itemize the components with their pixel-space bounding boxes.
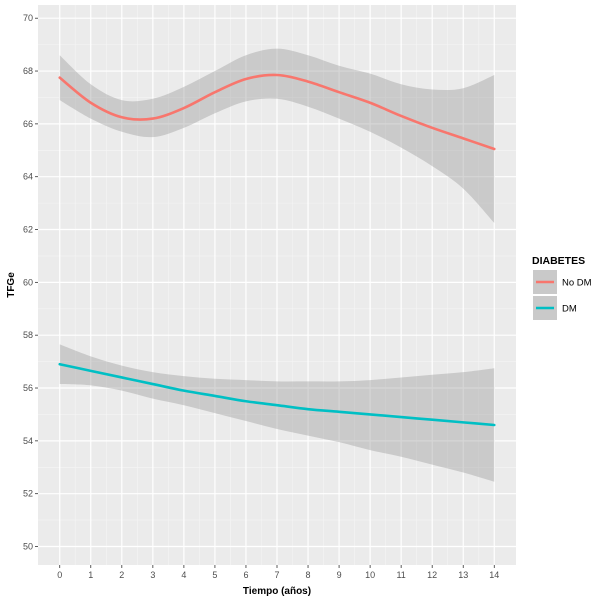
y-tick-label: 50 <box>23 542 33 552</box>
x-tick-label: 3 <box>150 570 155 580</box>
x-tick-label: 1 <box>88 570 93 580</box>
x-axis-title: Tiempo (años) <box>243 586 311 597</box>
x-tick-label: 2 <box>119 570 124 580</box>
legend: DIABETES No DM DM <box>532 255 592 320</box>
x-tick-label: 7 <box>274 570 279 580</box>
legend-key-no-dm <box>533 270 557 294</box>
x-tick-label: 12 <box>427 570 437 580</box>
y-tick-label: 70 <box>23 13 33 23</box>
x-tick-label: 0 <box>57 570 62 580</box>
y-tick-label: 64 <box>23 172 33 182</box>
series-lines <box>58 73 496 427</box>
x-axis: 0 1 2 3 4 5 6 7 8 9 10 11 12 13 14 <box>57 565 499 580</box>
y-tick-label: 52 <box>23 489 33 499</box>
y-axis: 50 52 54 56 58 60 62 64 66 68 70 <box>23 13 38 552</box>
x-tick-label: 10 <box>365 570 375 580</box>
legend-title: DIABETES <box>532 255 585 267</box>
y-tick-label: 56 <box>23 383 33 393</box>
legend-label-dm: DM <box>562 304 577 315</box>
ribbon-no-dm <box>59 48 495 223</box>
grid-major <box>38 5 516 565</box>
legend-key-dm <box>533 296 557 320</box>
x-tick-label: 9 <box>337 570 342 580</box>
x-tick-label: 5 <box>212 570 217 580</box>
y-tick-label: 58 <box>23 330 33 340</box>
y-tick-label: 68 <box>23 66 33 76</box>
x-tick-label: 6 <box>243 570 248 580</box>
series-line-dm <box>58 362 496 427</box>
x-tick-label: 4 <box>181 570 186 580</box>
y-tick-label: 62 <box>23 225 33 235</box>
x-tick-label: 14 <box>489 570 499 580</box>
ribbon-dm <box>59 344 495 482</box>
series-line-no-dm <box>58 73 496 151</box>
y-tick-label: 54 <box>23 436 33 446</box>
y-tick-label: 66 <box>23 119 33 129</box>
x-tick-label: 13 <box>458 570 468 580</box>
y-axis-title: TFGe <box>6 272 17 298</box>
x-tick-label: 8 <box>306 570 311 580</box>
legend-label-no-dm: No DM <box>562 278 592 289</box>
x-tick-label: 11 <box>396 570 405 580</box>
y-tick-label: 60 <box>23 277 33 287</box>
confidence-ribbons <box>59 48 495 482</box>
